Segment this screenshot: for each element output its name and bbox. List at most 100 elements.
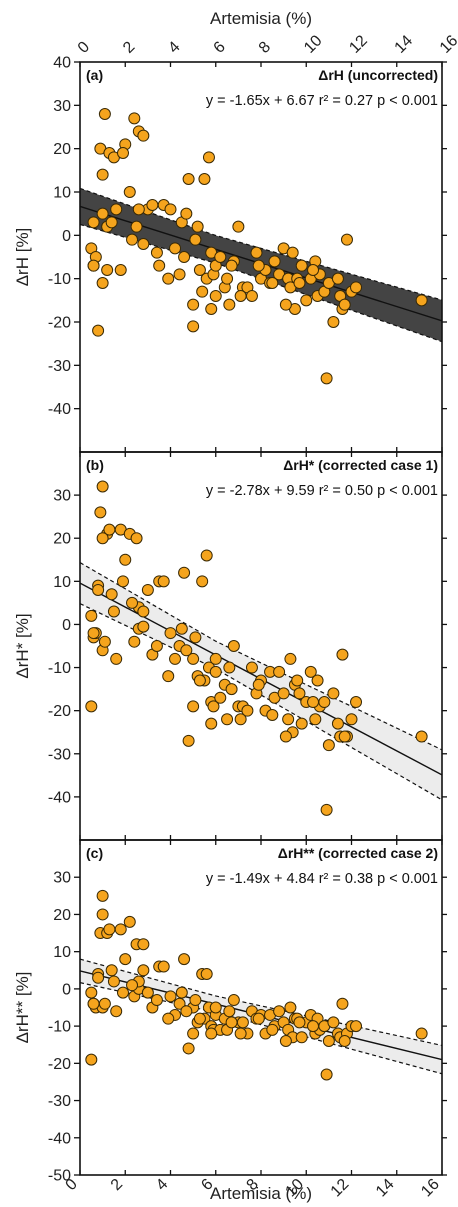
data-point (327, 316, 340, 328)
y-tick-label: 20 (53, 531, 71, 548)
data-point (98, 635, 111, 648)
data-point (116, 575, 129, 588)
data-point (123, 915, 136, 928)
data-point (338, 298, 351, 311)
band-lower-line (80, 603, 442, 801)
x-top-tick-label: 4 (165, 38, 183, 56)
data-point (189, 994, 202, 1007)
data-point (311, 674, 324, 687)
data-point (284, 1001, 297, 1014)
data-point (279, 1035, 292, 1047)
x-tick-label: 12 (328, 1176, 353, 1201)
data-point (193, 674, 206, 687)
y-tick-label: 40 (53, 55, 71, 72)
data-point (273, 665, 286, 678)
data-point (98, 108, 111, 120)
data-point (101, 264, 114, 276)
data-point (295, 259, 308, 272)
data-point (85, 609, 98, 622)
data-point (277, 687, 290, 700)
data-point (130, 220, 143, 233)
x-top-tick-label: 12 (346, 32, 371, 57)
data-point (191, 220, 204, 233)
y-tick-label: 20 (53, 907, 71, 924)
data-point (126, 233, 139, 246)
data-point (245, 290, 258, 302)
data-point (92, 583, 105, 596)
data-point (415, 730, 428, 743)
data-point (286, 246, 299, 259)
data-point (162, 670, 175, 683)
y-tick-label: -20 (48, 703, 71, 720)
data-point (96, 532, 109, 545)
data-point (331, 717, 344, 730)
data-point (96, 168, 109, 181)
y-tick-label: -50 (48, 1168, 71, 1185)
data-point (187, 298, 200, 311)
data-point (214, 691, 227, 704)
x-tick-label: 16 (418, 1176, 443, 1201)
data-point (107, 975, 120, 988)
x-tick-label: 14 (373, 1176, 398, 1201)
data-point (173, 268, 186, 281)
panel-title: ΔrH (uncorrected) (318, 67, 438, 83)
data-point (320, 1068, 333, 1081)
data-point (126, 596, 139, 609)
y-tick-label: 30 (53, 870, 71, 887)
band-lower-line (80, 982, 442, 1075)
data-point (98, 997, 111, 1010)
y-tick-label: -40 (48, 789, 71, 806)
data-point (209, 665, 222, 678)
data-point (96, 277, 109, 289)
panel-b: -40 -30 -20 -10 0 10 20 30 ΔrH* [%] (b) ΔrH* (corr… (13, 451, 447, 841)
y-axis-title: ΔrH** [%] (13, 972, 32, 1044)
y-tick-label: -10 (48, 271, 71, 288)
band-upper-line (80, 958, 442, 1047)
data-point (164, 990, 177, 1003)
data-point (304, 665, 317, 678)
data-point (175, 622, 188, 635)
data-point (293, 277, 306, 289)
data-point (200, 549, 213, 562)
data-point (202, 151, 215, 164)
data-point (307, 264, 320, 276)
x-top-tick-label: 2 (120, 38, 138, 56)
data-point (225, 683, 238, 696)
data-point (173, 997, 186, 1010)
y-axis-title: ΔrH* [%] (13, 613, 32, 678)
data-point (169, 242, 182, 255)
data-point (295, 1031, 308, 1044)
data-point (227, 994, 240, 1007)
data-point (336, 997, 349, 1010)
data-point (85, 1053, 98, 1066)
data-point (236, 1016, 249, 1029)
y-tick-label: -40 (48, 1130, 71, 1147)
data-point (114, 264, 127, 276)
data-point (350, 696, 363, 709)
data-point (187, 700, 200, 713)
y-tick-label: -10 (48, 1019, 71, 1036)
data-point (309, 713, 322, 726)
data-point (331, 272, 344, 285)
data-point (232, 220, 245, 233)
data-point (320, 372, 333, 385)
data-point (103, 923, 116, 936)
data-point (87, 627, 100, 640)
data-point (126, 979, 139, 992)
data-point (164, 203, 177, 216)
y-tick-label: 0 (62, 981, 71, 998)
data-point (137, 129, 150, 142)
data-point (187, 320, 200, 333)
data-point (350, 1020, 363, 1033)
data-point (182, 173, 195, 185)
data-point (175, 986, 188, 999)
data-point (150, 640, 163, 652)
data-point (110, 652, 123, 665)
data-point (141, 583, 154, 596)
data-point (162, 272, 175, 285)
x-top-tick-label: 0 (75, 38, 93, 56)
data-point (200, 968, 213, 980)
y-tick-label: 20 (53, 141, 71, 158)
data-point (119, 953, 132, 966)
